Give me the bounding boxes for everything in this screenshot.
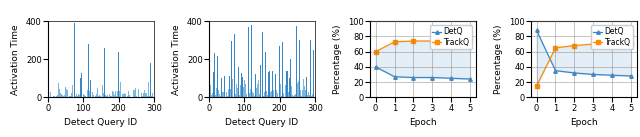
TrackQ bbox=[410, 40, 417, 42]
Legend: DetQ, TrackQ: DetQ, TrackQ bbox=[591, 25, 633, 49]
DetQ bbox=[429, 77, 436, 78]
Y-axis label: Percentage (%): Percentage (%) bbox=[333, 25, 342, 94]
DetQ bbox=[532, 30, 540, 31]
DetQ bbox=[410, 77, 417, 78]
Line: TrackQ: TrackQ bbox=[535, 41, 633, 88]
Line: DetQ: DetQ bbox=[374, 65, 472, 81]
Y-axis label: Activation Time: Activation Time bbox=[12, 24, 20, 95]
Line: TrackQ: TrackQ bbox=[374, 38, 472, 53]
TrackQ bbox=[627, 42, 635, 43]
X-axis label: Epoch: Epoch bbox=[570, 118, 598, 127]
DetQ bbox=[390, 76, 398, 78]
Legend: DetQ, TrackQ: DetQ, TrackQ bbox=[430, 25, 472, 49]
TrackQ bbox=[447, 39, 455, 41]
TrackQ bbox=[429, 40, 436, 42]
DetQ bbox=[589, 74, 597, 75]
TrackQ bbox=[552, 47, 559, 49]
TrackQ bbox=[467, 39, 474, 40]
X-axis label: Epoch: Epoch bbox=[409, 118, 436, 127]
DetQ bbox=[627, 75, 635, 77]
DetQ bbox=[447, 77, 455, 79]
TrackQ bbox=[372, 51, 380, 52]
Y-axis label: Percentage (%): Percentage (%) bbox=[494, 25, 503, 94]
X-axis label: Detect Query ID: Detect Query ID bbox=[65, 118, 138, 127]
Y-axis label: Activation Time: Activation Time bbox=[172, 24, 181, 95]
DetQ bbox=[552, 70, 559, 72]
X-axis label: Detect Query ID: Detect Query ID bbox=[225, 118, 298, 127]
DetQ bbox=[467, 78, 474, 80]
Line: DetQ: DetQ bbox=[535, 29, 633, 78]
TrackQ bbox=[609, 42, 616, 44]
TrackQ bbox=[532, 85, 540, 87]
TrackQ bbox=[570, 45, 578, 46]
DetQ bbox=[570, 72, 578, 74]
DetQ bbox=[372, 66, 380, 68]
DetQ bbox=[609, 74, 616, 76]
TrackQ bbox=[390, 41, 398, 43]
TrackQ bbox=[589, 43, 597, 45]
